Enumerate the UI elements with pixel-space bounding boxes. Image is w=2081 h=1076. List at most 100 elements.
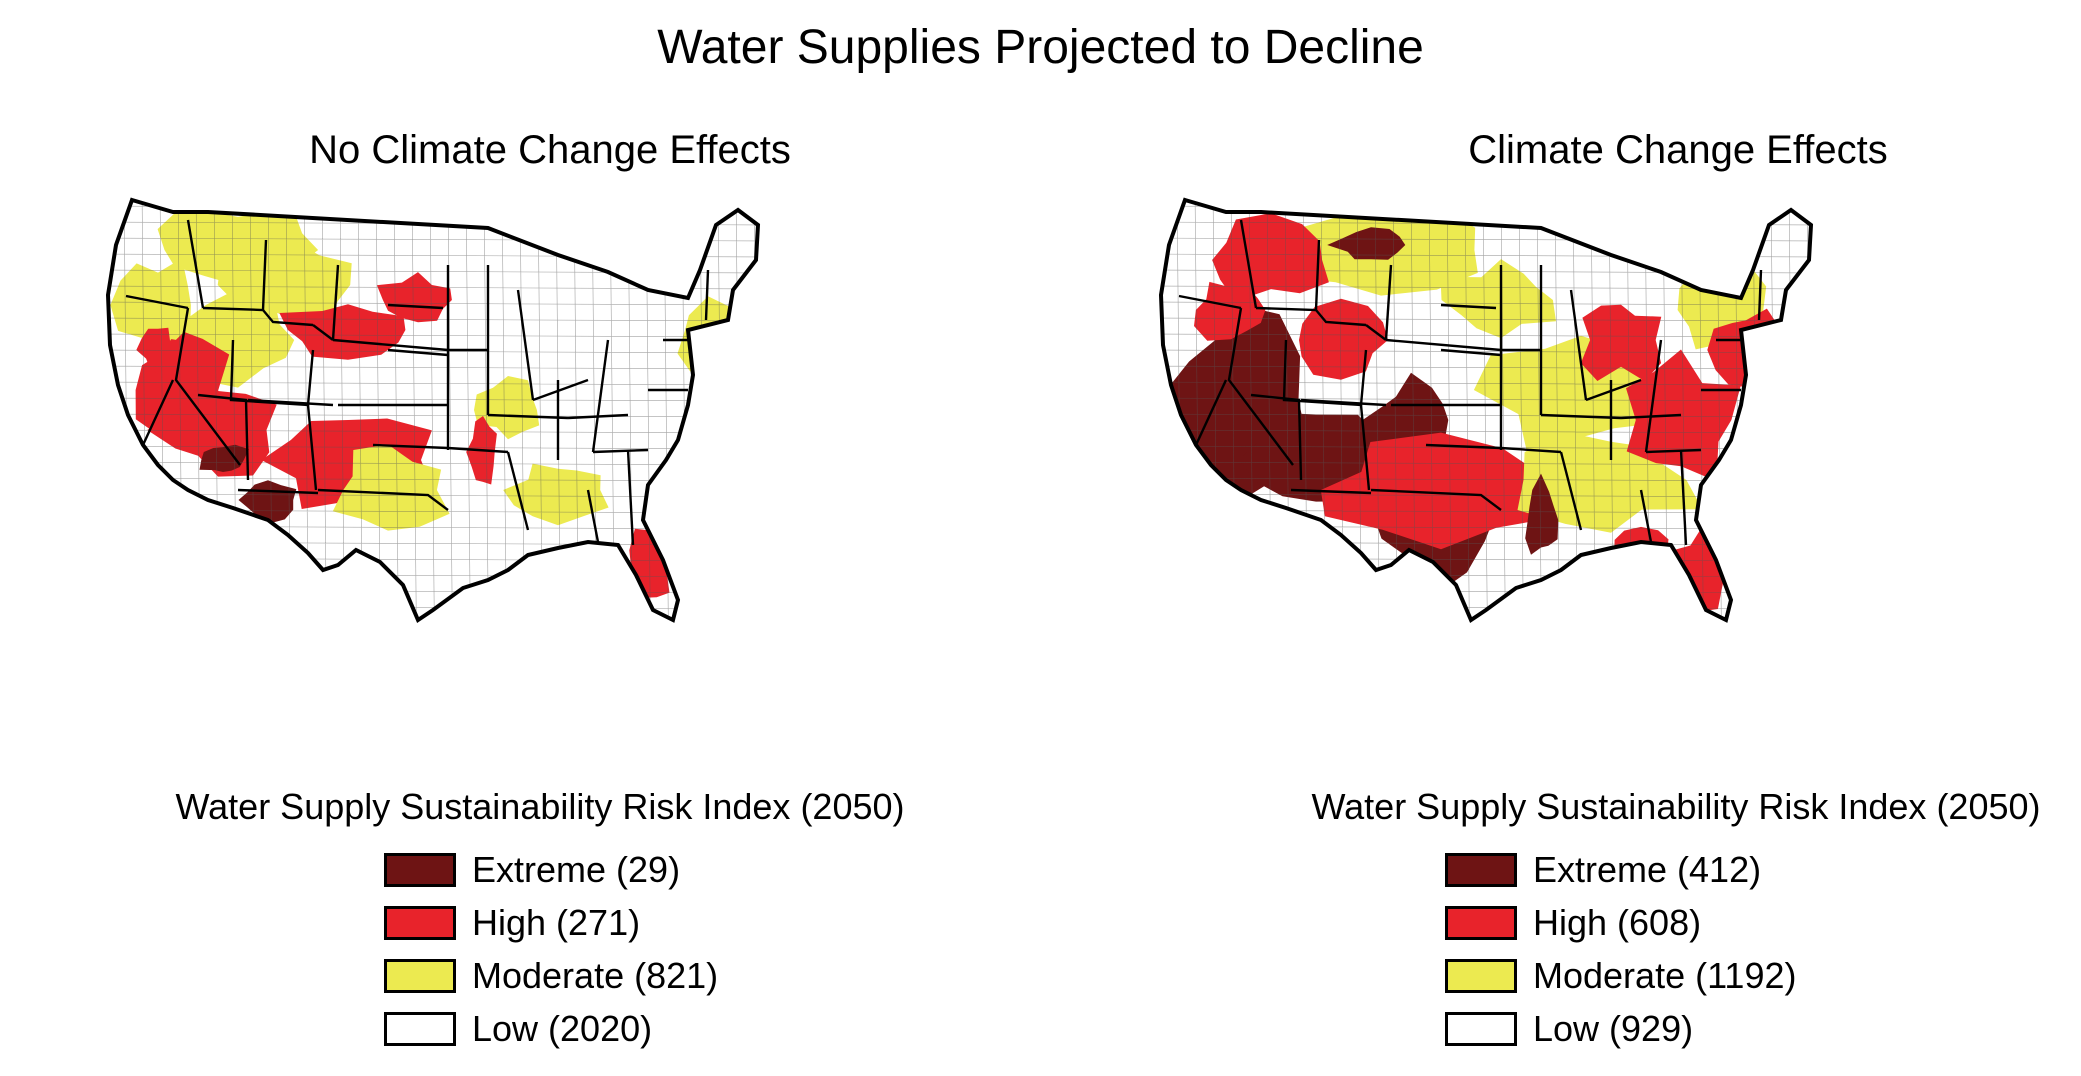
state-boundary xyxy=(331,264,340,341)
risk-region-high xyxy=(1580,304,1662,382)
state-boundary xyxy=(186,219,205,309)
legend-item-low: Low (929) xyxy=(1445,1009,1796,1049)
legend-item-moderate: Moderate (1192) xyxy=(1445,956,1796,996)
risk-region-high xyxy=(1194,281,1266,341)
legend-item-extreme: Extreme (412) xyxy=(1445,850,1796,890)
state-boundary xyxy=(1290,488,1372,495)
state-boundary xyxy=(447,446,509,454)
state-boundary xyxy=(592,448,649,454)
panel-title: Climate Change Effects xyxy=(1468,128,1888,172)
state-boundary xyxy=(174,307,241,466)
state-boundary xyxy=(1239,219,1258,309)
legend-swatch-high xyxy=(384,906,456,940)
legend-label: High (271) xyxy=(472,902,641,943)
state-boundary xyxy=(1645,448,1702,454)
state-boundary xyxy=(125,294,189,310)
state-boundary xyxy=(516,289,535,401)
risk-region-moderate xyxy=(1517,430,1703,533)
risk-region-high xyxy=(1614,526,1669,574)
risk-region-high xyxy=(376,272,452,323)
state-boundary xyxy=(506,451,530,531)
state-boundary xyxy=(197,393,250,481)
legend-item-low: Low (2020) xyxy=(384,1009,718,1049)
state-boundary xyxy=(1440,303,1497,310)
state-boundary xyxy=(586,489,600,543)
state-boundary xyxy=(1639,489,1653,543)
main-title: Water Supplies Projected to Decline xyxy=(657,21,1424,74)
state-boundary xyxy=(1250,393,1303,481)
risk-region-high xyxy=(279,304,406,360)
state-boundary xyxy=(591,339,610,453)
state-boundary xyxy=(261,239,268,311)
us-county-risk-map xyxy=(105,197,761,623)
state-boundary xyxy=(1620,413,1682,420)
state-boundary xyxy=(1740,318,1782,332)
state-boundary xyxy=(1314,239,1321,311)
panel-climate-change: Climate Change Effects Water Supply Sust… xyxy=(1041,0,2081,1076)
state-boundary xyxy=(387,348,449,357)
risk-region-moderate xyxy=(503,463,609,526)
legend-item-high: High (608) xyxy=(1445,903,1796,943)
legend-label: Extreme (29) xyxy=(472,849,681,890)
state-boundary xyxy=(1194,379,1228,446)
panel-no-climate-change: No Climate Change Effects Water Supply S… xyxy=(0,0,1040,1076)
state-boundary xyxy=(1282,339,1368,407)
legend-swatch-moderate xyxy=(1445,959,1517,993)
risk-region-high xyxy=(1320,432,1560,550)
risk-region-extreme xyxy=(1327,227,1406,260)
state-boundary xyxy=(141,379,175,446)
state-boundary xyxy=(487,413,569,420)
state-boundary xyxy=(237,488,319,495)
state-boundary xyxy=(1255,306,1367,327)
legend-title: Water Supply Sustainability Risk Index (… xyxy=(175,786,905,827)
state-boundary xyxy=(1559,451,1583,531)
legend-swatch-extreme xyxy=(1445,853,1517,887)
legend-label: Low (2020) xyxy=(472,1008,653,1049)
state-boundary xyxy=(1370,488,1502,511)
legend-swatch-moderate xyxy=(384,959,456,993)
legend-item-extreme: Extreme (29) xyxy=(384,850,718,890)
state-boundary xyxy=(1757,269,1763,321)
state-boundary xyxy=(312,324,334,341)
state-boundary xyxy=(1178,294,1242,310)
legend-swatch-low xyxy=(1445,1012,1517,1046)
state-boundary xyxy=(1227,307,1294,466)
state-boundary xyxy=(387,303,444,310)
risk-region-high xyxy=(1212,213,1329,302)
state-boundary xyxy=(1425,443,1502,450)
legend-item-high: High (271) xyxy=(384,903,718,943)
legend-swatch-high xyxy=(1445,906,1517,940)
state-boundary xyxy=(704,269,710,321)
state-boundary xyxy=(1300,398,1387,407)
state-boundary xyxy=(306,404,318,491)
state-boundary xyxy=(1384,264,1393,341)
legend-label: Extreme (412) xyxy=(1533,849,1762,890)
state-boundary xyxy=(1359,404,1371,491)
risk-region-moderate xyxy=(474,376,540,440)
us-outline xyxy=(105,197,761,623)
state-boundary xyxy=(1365,324,1387,341)
legend-swatch-low xyxy=(384,1012,456,1046)
legend-label: High (608) xyxy=(1533,902,1702,943)
state-boundary xyxy=(1500,446,1562,454)
state-boundary xyxy=(317,488,449,511)
us-outline xyxy=(1158,197,1814,623)
state-boundary xyxy=(202,306,314,327)
state-boundary xyxy=(567,413,629,420)
legend-label: Moderate (1192) xyxy=(1533,955,1797,996)
legend: Extreme (412) High (608) Moderate (1192)… xyxy=(1445,850,1796,1062)
legend-label: Moderate (821) xyxy=(472,955,719,996)
us-county-risk-map xyxy=(1158,197,1814,623)
state-boundary xyxy=(247,398,334,407)
risk-region-extreme xyxy=(199,444,249,472)
state-boundary xyxy=(1440,348,1502,357)
state-boundary xyxy=(1385,338,1502,352)
risk-region-moderate xyxy=(1440,259,1556,339)
risk-region-moderate xyxy=(110,258,191,340)
state-boundary xyxy=(1679,449,1688,546)
legend-swatch-extreme xyxy=(384,853,456,887)
risk-region-high xyxy=(136,327,175,374)
state-boundary xyxy=(1569,289,1588,401)
state-boundary xyxy=(372,443,449,450)
legend-label: Low (929) xyxy=(1533,1008,1694,1049)
